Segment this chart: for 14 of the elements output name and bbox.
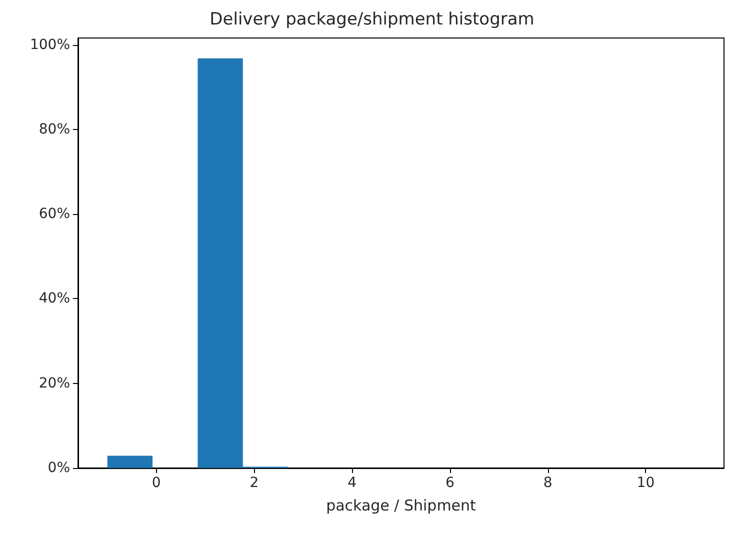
x-tick-label: 6 xyxy=(445,475,454,491)
chart-title: Delivery package/shipment histogram xyxy=(210,10,534,30)
x-tick-label: 0 xyxy=(152,475,161,491)
y-tick-label: 100% xyxy=(30,36,70,53)
x-axis-title: package / Shipment xyxy=(326,496,476,514)
y-tick-label: 60% xyxy=(38,206,70,222)
y-tick-label: 0% xyxy=(48,460,70,476)
x-tick-label: 2 xyxy=(250,475,259,491)
y-tick-label: 80% xyxy=(38,121,70,138)
y-tick-label: 40% xyxy=(38,290,70,307)
x-tick-label: 10 xyxy=(636,475,655,491)
x-tick-label: 4 xyxy=(348,475,357,491)
x-tick-label: 8 xyxy=(543,475,552,491)
y-tick-label: 20% xyxy=(38,375,70,392)
